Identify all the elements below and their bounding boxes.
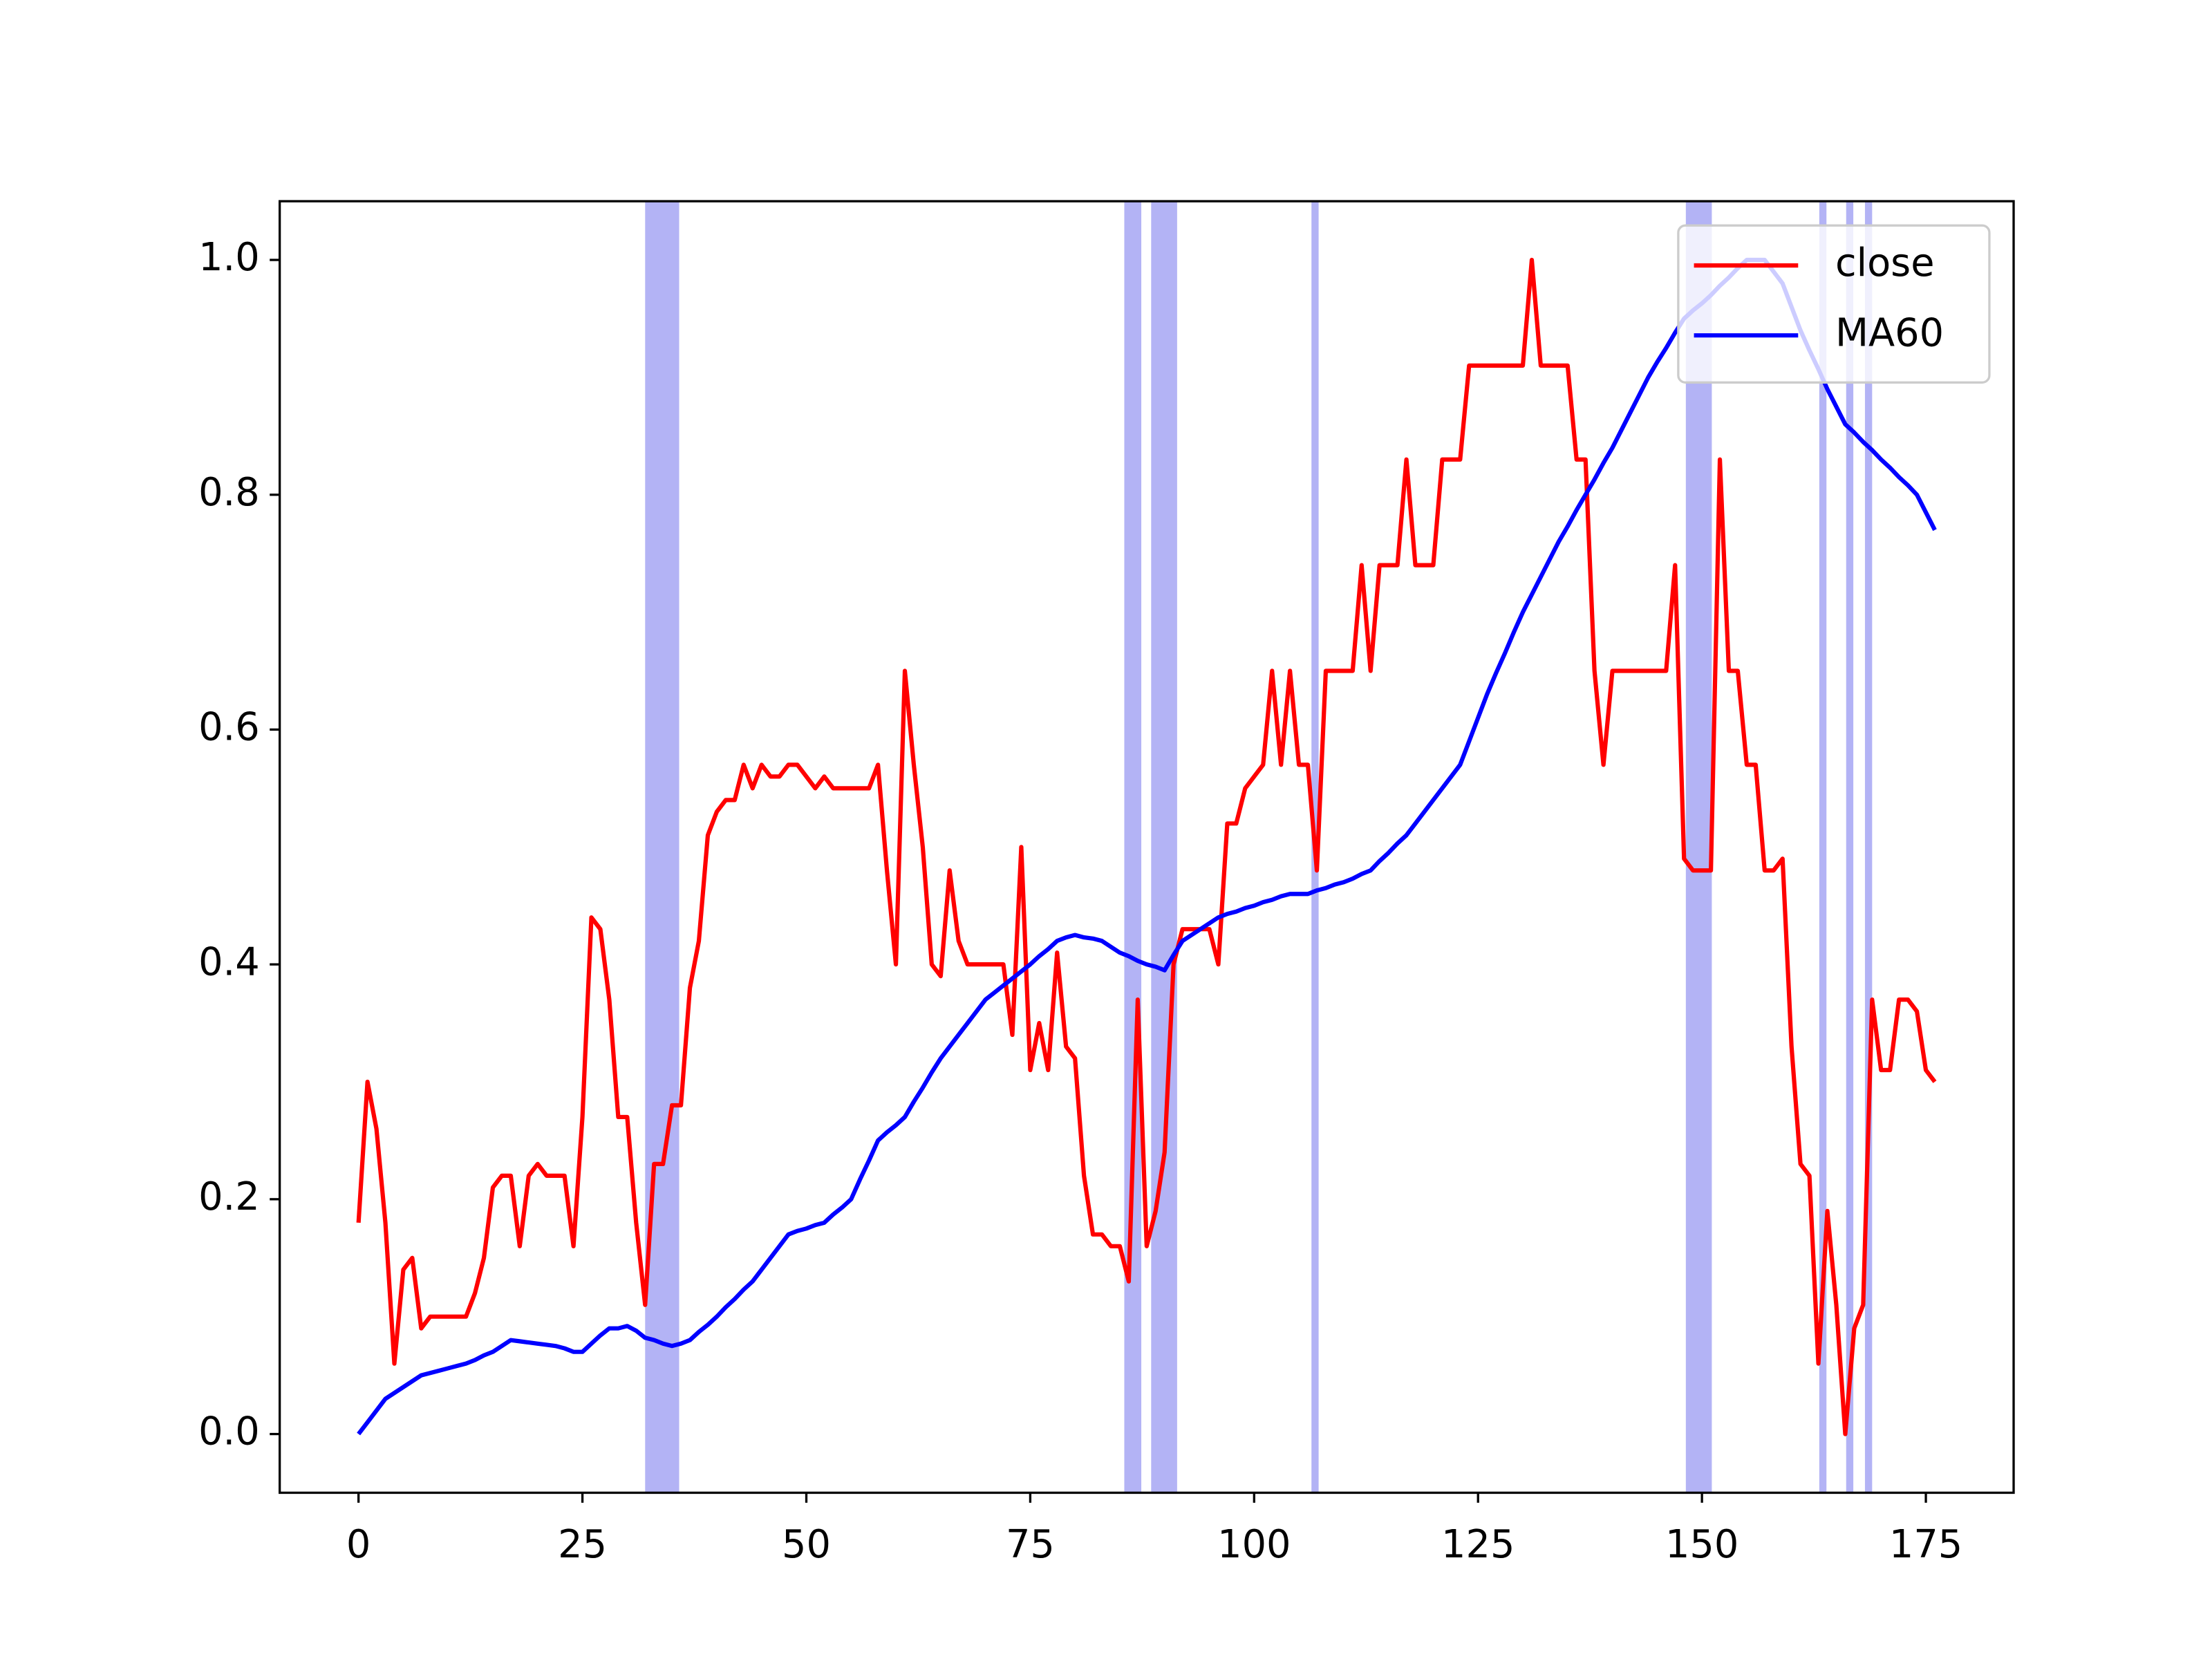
y-tick-label: 0.4 bbox=[198, 939, 260, 984]
x-tick-label: 150 bbox=[1665, 1522, 1738, 1567]
highlight-span bbox=[1864, 201, 1873, 1493]
x-tick-label: 175 bbox=[1889, 1522, 1962, 1567]
highlight-span bbox=[1151, 201, 1177, 1493]
highlight-span bbox=[1819, 201, 1827, 1493]
plot-frame bbox=[278, 200, 2015, 1494]
x-tick-label: 25 bbox=[558, 1522, 607, 1567]
highlight-span bbox=[1846, 201, 1854, 1493]
x-tick-label: 125 bbox=[1441, 1522, 1515, 1567]
y-tick-label: 0.8 bbox=[198, 470, 260, 515]
series-line bbox=[357, 257, 1937, 1436]
y-tick-label: 0.2 bbox=[198, 1174, 260, 1219]
y-tick-label: 1.0 bbox=[198, 235, 260, 280]
legend-label: MA60 bbox=[1835, 310, 1944, 355]
x-tick-label: 100 bbox=[1217, 1522, 1291, 1567]
legend-label: close bbox=[1835, 241, 1935, 285]
highlight-span bbox=[1124, 201, 1142, 1493]
series-line bbox=[356, 257, 1937, 1436]
y-tick-label: 0.0 bbox=[198, 1409, 260, 1454]
highlight-span bbox=[645, 201, 679, 1493]
legend-box bbox=[1677, 224, 1991, 384]
legend: close MA60 bbox=[1677, 224, 1991, 384]
x-tick-label: 75 bbox=[1006, 1522, 1055, 1567]
y-tick-label: 0.6 bbox=[198, 705, 260, 750]
highlight-span bbox=[1685, 201, 1712, 1493]
x-tick-label: 50 bbox=[782, 1522, 831, 1567]
x-tick-label: 0 bbox=[346, 1522, 371, 1567]
